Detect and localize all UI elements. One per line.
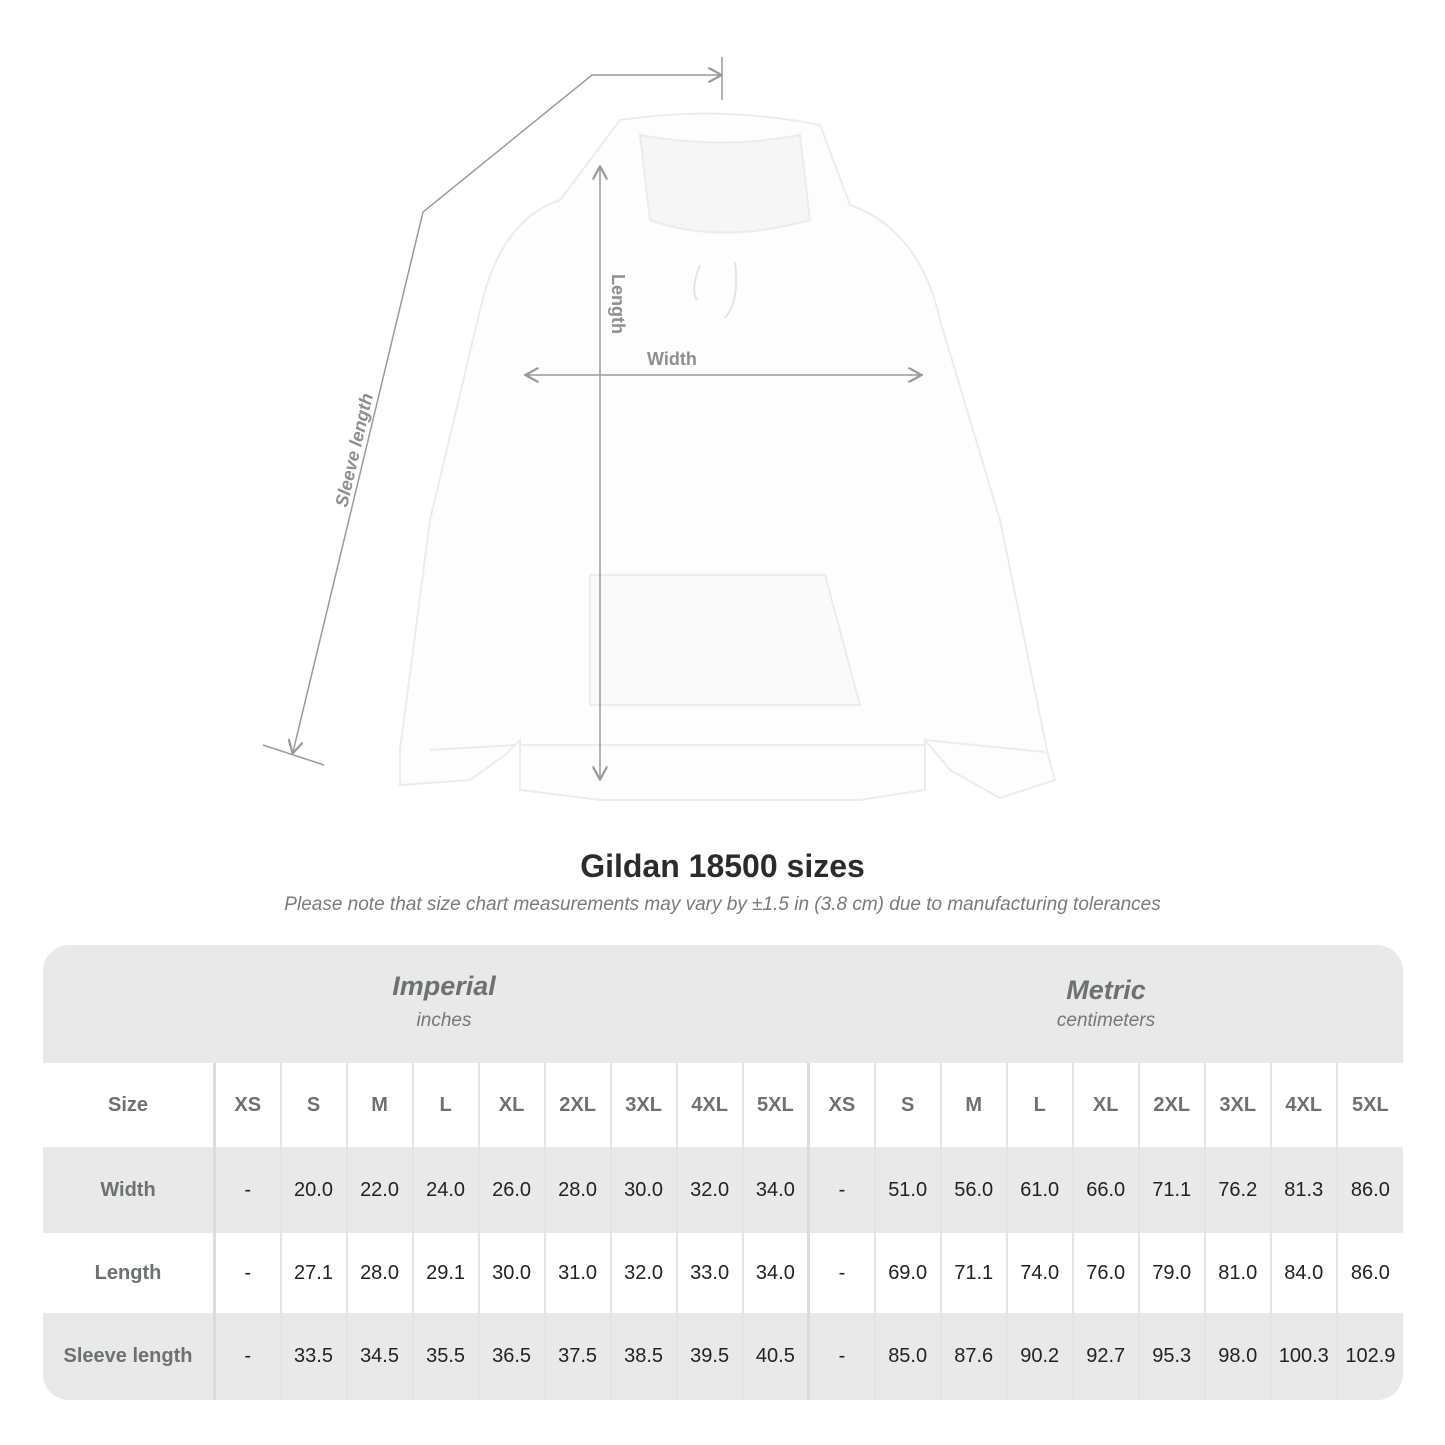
imperial-value: 31.0 bbox=[543, 1233, 611, 1313]
metric-unit: centimeters bbox=[1056, 1010, 1156, 1031]
metric-size-5xl: 5XL bbox=[1335, 1063, 1403, 1147]
metric-header: Metric centimeters bbox=[809, 945, 1403, 1063]
metric-value: 69.0 bbox=[873, 1233, 941, 1313]
length-label: Length bbox=[608, 274, 628, 334]
metric-heading: Metric bbox=[1066, 975, 1146, 1005]
metric-value: 98.0 bbox=[1203, 1313, 1271, 1400]
metric-value: 100.3 bbox=[1269, 1313, 1337, 1400]
metric-value: - bbox=[807, 1313, 875, 1400]
table-row: Width -20.0 22.0 24.0 26.0 28.0 30.0 32.0 34.0-5… bbox=[43, 1147, 1403, 1233]
imperial-value: - bbox=[213, 1233, 281, 1313]
imperial-size-xs: XS bbox=[213, 1063, 281, 1147]
imperial-value: 33.5 bbox=[279, 1313, 347, 1400]
sleeve-length-label: Sleeve length bbox=[331, 391, 377, 509]
imperial-value: 32.0 bbox=[675, 1147, 743, 1233]
imperial-value: 27.1 bbox=[279, 1233, 347, 1313]
imperial-value: 35.5 bbox=[411, 1313, 479, 1400]
metric-value: 90.2 bbox=[1005, 1313, 1073, 1400]
tolerance-note: Please note that size chart measurements… bbox=[284, 894, 1161, 915]
imperial-size-3xl: 3XL bbox=[609, 1063, 677, 1147]
metric-value: 66.0 bbox=[1071, 1147, 1139, 1233]
imperial-value: 30.0 bbox=[609, 1147, 677, 1233]
imperial-value: 26.0 bbox=[477, 1147, 545, 1233]
imperial-value: 28.0 bbox=[345, 1233, 413, 1313]
imperial-value: - bbox=[213, 1313, 281, 1400]
metric-size-2xl: 2XL bbox=[1137, 1063, 1205, 1147]
metric-value: 102.9 bbox=[1335, 1313, 1403, 1400]
metric-value: 81.0 bbox=[1203, 1233, 1271, 1313]
metric-size-4xl: 4XL bbox=[1269, 1063, 1337, 1147]
imperial-value: - bbox=[213, 1147, 281, 1233]
metric-size-xl: XL bbox=[1071, 1063, 1139, 1147]
metric-size-3xl: 3XL bbox=[1203, 1063, 1271, 1147]
metric-value: 92.7 bbox=[1071, 1313, 1139, 1400]
metric-value: 81.3 bbox=[1269, 1147, 1337, 1233]
size-header: Size bbox=[43, 1063, 216, 1147]
metric-value: 79.0 bbox=[1137, 1233, 1205, 1313]
metric-value: 87.6 bbox=[939, 1313, 1007, 1400]
imperial-header: Imperial inches bbox=[215, 945, 673, 1063]
metric-size-s: S bbox=[873, 1063, 941, 1147]
imperial-value: 40.5 bbox=[741, 1313, 809, 1400]
imperial-size-5xl: 5XL bbox=[741, 1063, 809, 1147]
metric-value: 51.0 bbox=[873, 1147, 941, 1233]
imperial-value: 24.0 bbox=[411, 1147, 479, 1233]
imperial-heading: Imperial bbox=[392, 971, 496, 1001]
hoodie-illustration: Sleeve length Length Width bbox=[262, 57, 1057, 801]
table-header-row: Size XS S M L XL 2XL 3XL 4XL 5XL XS S M L XL 2XL 3XL 4XL 5… bbox=[43, 1063, 1403, 1147]
imperial-value: 22.0 bbox=[345, 1147, 413, 1233]
imperial-value: 38.5 bbox=[609, 1313, 677, 1400]
imperial-unit: inches bbox=[416, 1010, 472, 1031]
imperial-value: 32.0 bbox=[609, 1233, 677, 1313]
page-title: Gildan 18500 sizes bbox=[580, 848, 865, 884]
metric-value: 85.0 bbox=[873, 1313, 941, 1400]
imperial-size-s: S bbox=[279, 1063, 347, 1147]
metric-value: 95.3 bbox=[1137, 1313, 1205, 1400]
imperial-value: 28.0 bbox=[543, 1147, 611, 1233]
metric-size-xs: XS bbox=[807, 1063, 875, 1147]
imperial-value: 30.0 bbox=[477, 1233, 545, 1313]
metric-value: 86.0 bbox=[1335, 1233, 1403, 1313]
imperial-value: 34.5 bbox=[345, 1313, 413, 1400]
imperial-value: 33.0 bbox=[675, 1233, 743, 1313]
row-label: Width bbox=[43, 1147, 216, 1233]
imperial-size-2xl: 2XL bbox=[543, 1063, 611, 1147]
measurement-lines bbox=[262, 57, 920, 778]
width-label: Width bbox=[647, 349, 697, 369]
table-row: Sleeve length -33.5 34.5 35.5 36.5 37.5 38.5 39… bbox=[43, 1313, 1403, 1400]
imperial-size-xl: XL bbox=[477, 1063, 545, 1147]
metric-value: - bbox=[807, 1147, 875, 1233]
metric-size-m: M bbox=[939, 1063, 1007, 1147]
table-row: Length -27.1 28.0 29.1 30.0 31.0 32.0 33.0 34.0-… bbox=[43, 1233, 1403, 1313]
row-label: Sleeve length bbox=[43, 1313, 216, 1400]
imperial-size-m: M bbox=[345, 1063, 413, 1147]
imperial-value: 37.5 bbox=[543, 1313, 611, 1400]
metric-value: 61.0 bbox=[1005, 1147, 1073, 1233]
metric-value: 56.0 bbox=[939, 1147, 1007, 1233]
metric-value: - bbox=[807, 1233, 875, 1313]
imperial-size-l: L bbox=[411, 1063, 479, 1147]
sleeve-length-line bbox=[293, 75, 720, 752]
metric-size-l: L bbox=[1005, 1063, 1073, 1147]
imperial-value: 36.5 bbox=[477, 1313, 545, 1400]
metric-value: 84.0 bbox=[1269, 1233, 1337, 1313]
metric-value: 76.0 bbox=[1071, 1233, 1139, 1313]
metric-value: 76.2 bbox=[1203, 1147, 1271, 1233]
imperial-value: 39.5 bbox=[675, 1313, 743, 1400]
size-table: Size XS S M L XL 2XL 3XL 4XL 5XL XS S M L XL 2XL 3XL 4XL 5… bbox=[43, 1063, 1403, 1400]
metric-value: 74.0 bbox=[1005, 1233, 1073, 1313]
hoodie-shape bbox=[399, 112, 1057, 801]
imperial-size-4xl: 4XL bbox=[675, 1063, 743, 1147]
imperial-value: 34.0 bbox=[741, 1147, 809, 1233]
size-chart: Imperial inches Metric centimeters Size X… bbox=[43, 945, 1403, 1400]
metric-value: 86.0 bbox=[1335, 1147, 1403, 1233]
imperial-value: 29.1 bbox=[411, 1233, 479, 1313]
imperial-value: 20.0 bbox=[279, 1147, 347, 1233]
imperial-value: 34.0 bbox=[741, 1233, 809, 1313]
metric-value: 71.1 bbox=[1137, 1147, 1205, 1233]
row-label: Length bbox=[43, 1233, 216, 1313]
metric-value: 71.1 bbox=[939, 1233, 1007, 1313]
